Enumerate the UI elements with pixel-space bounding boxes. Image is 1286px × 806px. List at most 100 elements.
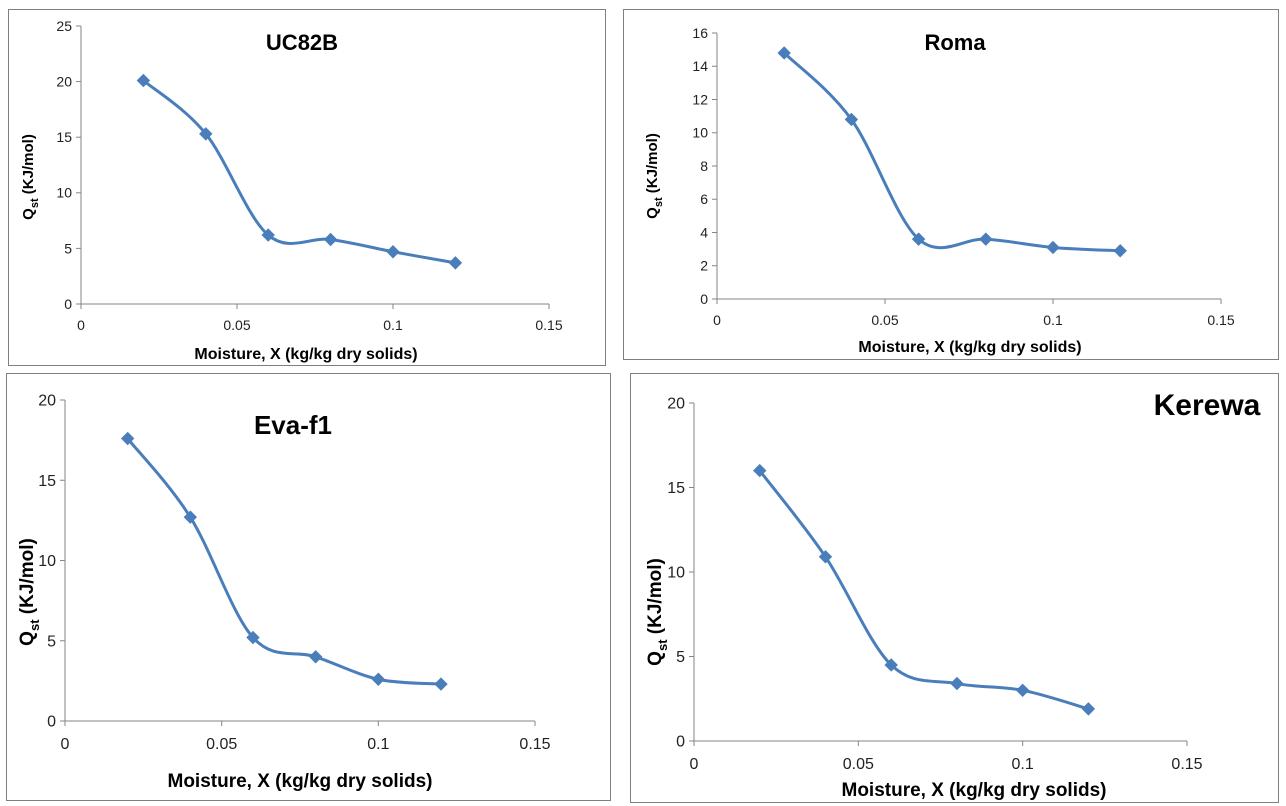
y-tick-label: 10 [667,565,685,582]
data-point-marker [308,650,323,664]
y-axis-label-main: Q [17,631,38,646]
y-tick-label: 12 [692,91,708,107]
data-point-marker [979,232,993,246]
x-tick-label: 0.05 [871,312,898,328]
data-point-marker [371,672,386,686]
series-line [126,437,442,686]
data-point-marker [120,431,135,446]
data-point-marker [950,676,964,691]
data-point-marker [884,658,898,672]
y-tick-label: 2 [700,258,708,274]
x-tick-label: 0.05 [206,736,237,753]
x-axis-label: Moisture, X (kg/kg dry solids) [858,339,1081,356]
chart-uc82b: 0 5 10 15 20 25 0 0.05 0.1 0.15 UC82B Moisture, X (… [20,18,563,363]
y-tick-label: 20 [667,396,685,413]
series-line [758,469,1089,711]
y-axis-label: Qst (KJ/mol) [645,558,670,666]
y-axis-label-subscript: st [653,197,665,207]
x-tick-label: 0.15 [535,317,562,333]
y-tick-label: 10 [38,553,56,570]
x-tick-label: 0 [713,312,721,328]
chart-roma: 0 2 4 6 8 10 12 14 16 0 0.05 0.1 0.15 Roma Moisture, X… [644,25,1235,356]
y-axis-label: Qst (KJ/mol) [644,133,665,219]
data-point-marker [199,127,213,141]
y-axis-label-unit: (KJ/mol) [644,133,661,197]
chart-eva-f1: 0 5 10 15 20 0 0.05 0.1 0.15 Eva-f1 Moisture, X (k… [17,393,551,792]
y-tick-label: 15 [56,129,72,145]
x-tick-label: 0 [77,317,85,333]
y-axis-label-subscript: st [27,619,42,631]
x-tick-label: 0.1 [367,736,389,753]
chart-panel-roma: 0 2 4 6 8 10 12 14 16 0 0.05 0.1 0.15 Roma Moisture, X… [623,9,1279,360]
x-tick-label: 0.1 [1012,756,1034,773]
y-axis-label-unit: (KJ/mol) [645,558,666,639]
data-point-marker [246,630,260,645]
y-axis-label-unit: (KJ/mol) [20,134,37,198]
y-tick-label: 25 [56,18,72,34]
y-tick-label: 5 [676,649,685,666]
data-point-marker [183,510,198,524]
data-point-marker [1081,702,1096,716]
y-tick-label: 0 [676,734,685,751]
x-tick-label: 0.15 [519,736,550,753]
y-tick-label: 15 [38,473,56,490]
x-tick-label: 0 [690,756,699,773]
x-tick-label: 0.1 [1043,312,1063,328]
data-point-marker [386,245,400,259]
data-point-marker [818,550,833,564]
series-line [783,51,1121,253]
y-tick-label: 0 [47,714,56,731]
y-tick-label: 20 [56,74,72,90]
series-line [142,79,456,265]
x-tick-label: 0.15 [1207,312,1234,328]
data-point-marker [844,112,859,127]
data-point-marker [777,46,791,60]
chart-title: UC82B [266,30,338,55]
y-tick-label: 16 [692,25,708,41]
y-axis-label-main: Q [20,208,37,220]
data-point-marker [261,228,275,242]
y-axis-label-main: Q [645,651,666,666]
y-axis-label-subscript: st [655,639,670,651]
x-tick-label: 0.15 [1171,756,1202,773]
y-tick-label: 0 [700,291,708,307]
y-tick-label: 5 [47,633,56,650]
y-tick-label: 14 [692,58,708,74]
chart-panel-uc82b: 0 5 10 15 20 25 0 0.05 0.1 0.15 UC82B Moisture, X (… [8,9,606,366]
chart-title: Roma [924,30,986,55]
x-tick-label: 0 [61,736,70,753]
y-tick-label: 8 [700,158,708,174]
data-point-marker [911,232,926,246]
x-tick-label: 0.05 [223,317,250,333]
y-axis-label: Qst (KJ/mol) [20,134,41,220]
data-point-marker [1046,240,1060,255]
data-point-marker [753,463,767,478]
data-point-marker [448,256,463,270]
y-axis-label-main: Q [644,207,661,219]
data-point-marker [434,677,448,691]
x-axis-label: Moisture, X (kg/kg dry solids) [168,771,433,792]
y-axis-label-unit: (KJ/mol) [17,538,38,619]
data-point-marker [1113,244,1127,258]
y-tick-label: 0 [64,296,72,312]
y-tick-label: 4 [700,224,708,240]
y-axis-label: Qst (KJ/mol) [17,538,42,646]
chart-kerewa: 0 5 10 15 20 0 0.05 0.1 0.15 Kerewa Moisture, X (k… [645,389,1261,801]
x-axis-label: Moisture, X (kg/kg dry solids) [194,346,417,363]
x-tick-label: 0.1 [383,317,403,333]
data-point-marker [323,232,338,247]
chart-panel-eva-f1: 0 5 10 15 20 0 0.05 0.1 0.15 Eva-f1 Moisture, X (k… [6,373,611,801]
y-tick-label: 15 [667,480,685,497]
chart-panel-kerewa: 0 5 10 15 20 0 0.05 0.1 0.15 Kerewa Moisture, X (k… [630,373,1279,803]
y-tick-label: 6 [700,191,708,207]
y-axis-label-subscript: st [29,198,41,208]
chart-title: Kerewa [1154,389,1261,422]
data-point-marker [1015,683,1030,698]
y-tick-label: 20 [38,393,56,410]
y-tick-label: 10 [56,185,72,201]
y-tick-label: 10 [692,125,708,141]
data-point-marker [136,73,151,88]
y-tick-label: 5 [64,240,72,256]
chart-title: Eva-f1 [254,410,332,440]
x-axis-label: Moisture, X (kg/kg dry solids) [842,780,1107,801]
